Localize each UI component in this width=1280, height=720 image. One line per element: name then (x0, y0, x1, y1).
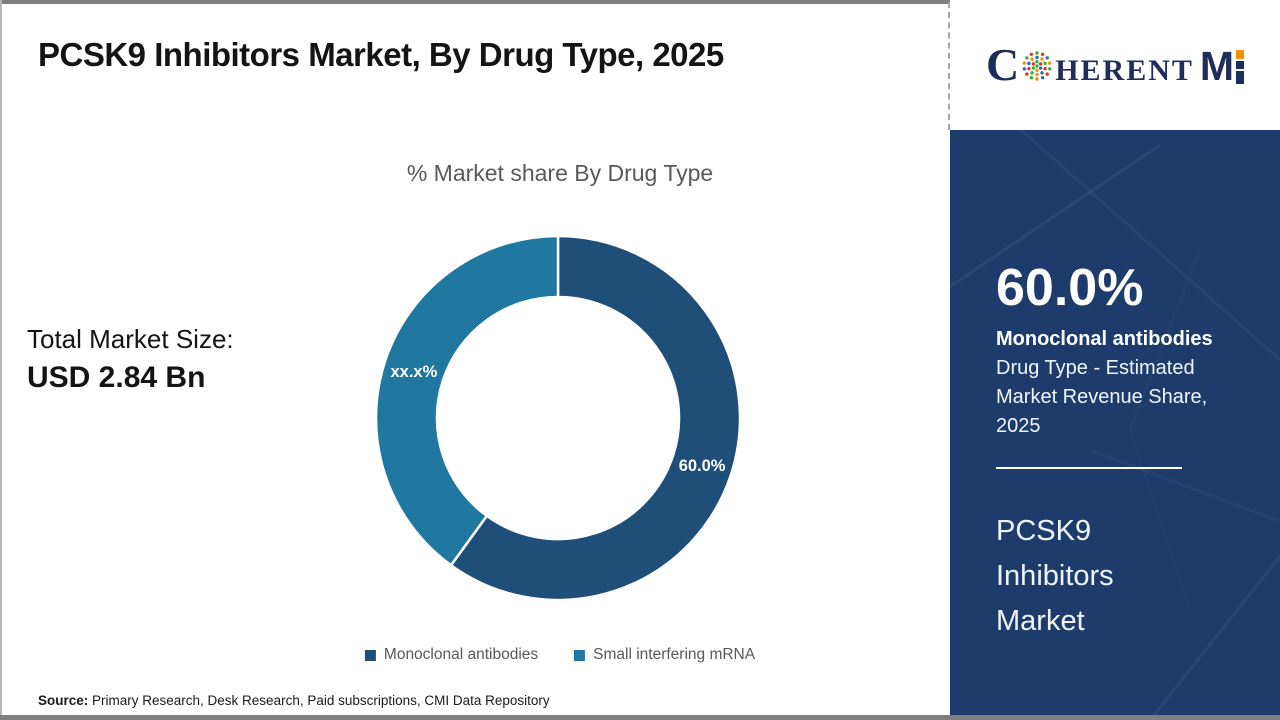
top-divider-bar (0, 0, 1280, 4)
logo-letter-m: M (1199, 43, 1234, 89)
source-attribution: Source: Primary Research, Desk Research,… (38, 693, 550, 708)
total-market-size-block: Total Market Size: USD 2.84 Bn (27, 324, 234, 395)
page-title: PCSK9 Inhibitors Market, By Drug Type, 2… (38, 36, 724, 73)
bottom-divider-bar (0, 715, 1280, 720)
donut-slice (449, 234, 742, 602)
legend-swatch-sirna (574, 649, 586, 661)
highlight-stat-label: Monoclonal antibodies (996, 328, 1213, 351)
highlight-stat-value: 60.0% (996, 259, 1144, 317)
legend-item-sirna: Small interfering mRNA (574, 646, 755, 664)
logo-letter-c: C (985, 39, 1020, 90)
legend-label-sirna: Small interfering mRNA (593, 646, 756, 663)
highlight-panel-content: 60.0% Monoclonal antibodies Drug Type - … (950, 259, 1280, 644)
globe-dots-icon (1020, 49, 1054, 88)
report-product-name: PCSK9 Inhibitors Market (996, 515, 1114, 638)
coherent-mi-logo: C HERENT M (985, 39, 1245, 90)
legend-swatch-monoclonal (364, 649, 376, 661)
logo-letters-herent: HERENT (1055, 54, 1194, 87)
panel-divider-line (996, 467, 1182, 470)
brand-logo: C HERENT M (950, 0, 1280, 130)
map-texture-decoration (950, 130, 1280, 715)
donut-chart: 60.0% xx.x% (373, 233, 743, 603)
chart-legend: Monoclonal antibodies Small interfering … (364, 646, 755, 664)
total-market-size-value: USD 2.84 Bn (27, 361, 206, 394)
donut-slice-label: xx.x% (391, 363, 438, 381)
source-label: Source: (38, 693, 89, 708)
highlight-stat-description: Drug Type - Estimated Market Revenue Sha… (996, 357, 1208, 438)
legend-label-monoclonal: Monoclonal antibodies (383, 646, 539, 663)
left-border (0, 0, 2, 720)
chart-title: % Market share By Drug Type (406, 160, 714, 186)
donut-slice-label: 60.0% (679, 457, 726, 475)
source-text: Primary Research, Desk Research, Paid su… (88, 693, 550, 708)
logo-letter-i-segments (1236, 50, 1245, 84)
legend-item-monoclonal: Monoclonal antibodies (364, 646, 539, 664)
donut-slice (374, 234, 560, 567)
dashed-separator (948, 2, 950, 130)
total-market-size-label: Total Market Size: (27, 324, 234, 354)
highlight-panel: 60.0% Monoclonal antibodies Drug Type - … (950, 130, 1280, 715)
